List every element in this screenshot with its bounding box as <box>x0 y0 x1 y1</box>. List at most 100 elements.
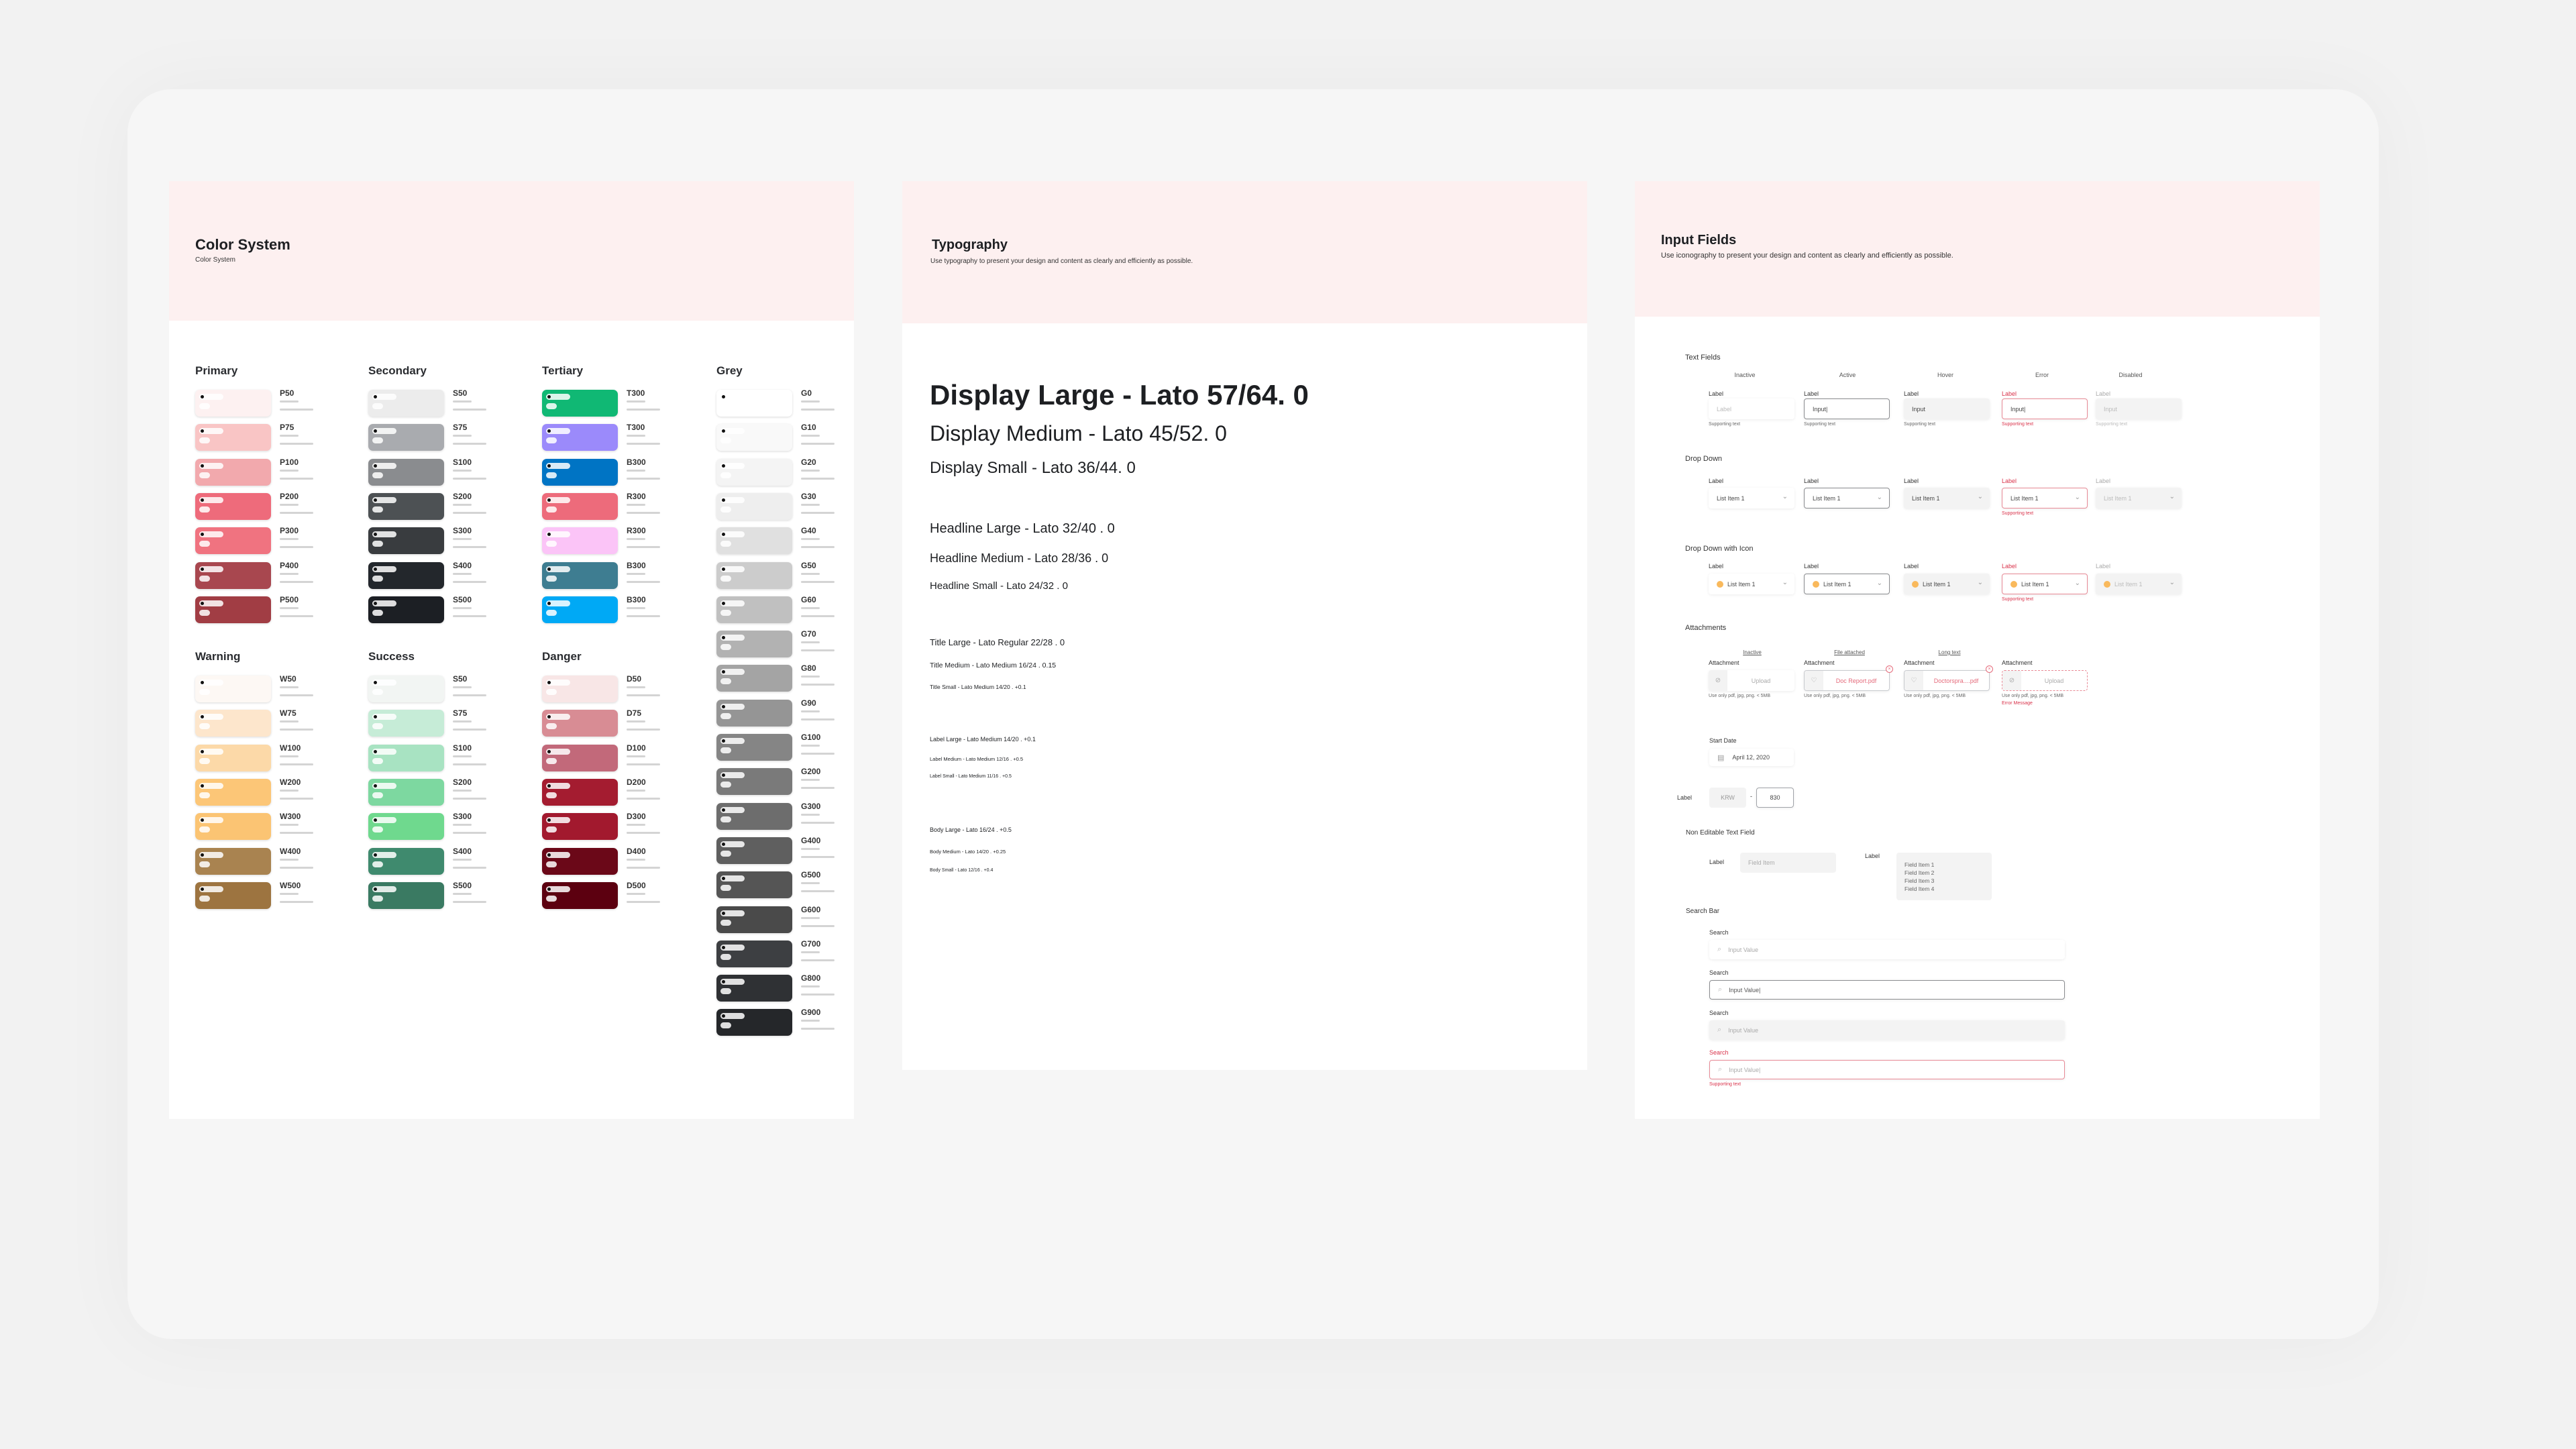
color-group-heading: Warning <box>195 650 241 663</box>
color-swatch[interactable] <box>195 676 271 702</box>
dropdown-select[interactable]: List Item 1 ⌄ <box>1904 574 1990 594</box>
swatch-contrast-chip <box>546 437 557 444</box>
color-swatch[interactable] <box>716 665 792 692</box>
swatch-token-chip <box>199 782 223 789</box>
color-swatch[interactable] <box>716 906 792 933</box>
color-swatch[interactable] <box>195 596 271 623</box>
color-swatch[interactable] <box>542 561 618 589</box>
dropdown-select[interactable]: List Item 1 ⌄ <box>1904 488 1990 508</box>
attachment-upload-field[interactable]: ♡ Doc Report.pdf <box>1804 670 1890 691</box>
color-swatch[interactable] <box>368 744 444 771</box>
color-swatch[interactable] <box>195 458 271 486</box>
color-swatch[interactable] <box>716 458 792 486</box>
color-swatch[interactable] <box>368 527 444 555</box>
dropdown-select[interactable]: List Item 1 ⌄ <box>2002 488 2088 508</box>
color-swatch[interactable] <box>195 813 271 841</box>
swatch-name: G40 <box>801 526 816 536</box>
color-swatch[interactable] <box>368 881 444 909</box>
color-swatch[interactable] <box>542 778 618 806</box>
color-swatch[interactable] <box>716 940 792 967</box>
swatch-rgb-line <box>280 900 313 903</box>
color-swatch[interactable] <box>542 390 618 417</box>
color-swatch[interactable] <box>368 847 444 875</box>
text-input[interactable]: Input <box>1904 398 1990 419</box>
swatch-hex-line <box>801 538 820 541</box>
currency-select[interactable]: KRW <box>1709 788 1746 808</box>
color-swatch[interactable] <box>368 813 444 841</box>
dropdown-select[interactable]: List Item 1 ⌄ <box>1709 488 1794 508</box>
color-swatch[interactable] <box>542 527 618 555</box>
color-swatch[interactable] <box>716 492 792 520</box>
color-swatch[interactable] <box>195 561 271 589</box>
color-swatch[interactable] <box>195 390 271 417</box>
color-swatch[interactable] <box>195 527 271 555</box>
swatch-token-chip <box>199 428 223 435</box>
status-dot-icon <box>1912 580 1919 588</box>
dropdown-select[interactable]: List Item 1 ⌄ <box>2002 574 2088 594</box>
attachment-upload-field[interactable]: ⊘ Upload <box>1709 670 1794 691</box>
dropdown-select[interactable]: List Item 1 ⌄ <box>1804 574 1890 594</box>
color-swatch[interactable] <box>716 424 792 451</box>
color-swatch[interactable] <box>716 596 792 623</box>
color-swatch[interactable] <box>368 458 444 486</box>
color-swatch[interactable] <box>542 492 618 520</box>
color-swatch[interactable] <box>195 492 271 520</box>
text-input[interactable]: Input| <box>2002 398 2088 419</box>
color-swatch[interactable] <box>368 390 444 417</box>
supporting-text: Supporting text <box>2096 422 2128 427</box>
color-swatch[interactable] <box>368 424 444 451</box>
color-swatch[interactable] <box>542 676 618 702</box>
color-swatch[interactable] <box>368 596 444 623</box>
color-swatch[interactable] <box>716 975 792 1002</box>
color-swatch[interactable] <box>542 813 618 841</box>
dropdown-select[interactable]: List Item 1 ⌄ <box>1709 574 1794 594</box>
color-swatch[interactable] <box>542 881 618 909</box>
color-swatch[interactable] <box>716 527 792 555</box>
paperclip-icon: ♡ <box>1904 671 1923 690</box>
color-swatch[interactable] <box>368 778 444 806</box>
swatch-rgb-line <box>801 890 835 893</box>
swatch-token-chip <box>372 496 396 503</box>
color-swatch[interactable] <box>542 847 618 875</box>
swatch-rgb-line <box>453 694 486 696</box>
text-input[interactable]: Label <box>1709 398 1794 419</box>
search-input[interactable]: ⌕ Input Value| <box>1709 980 2065 1000</box>
color-swatch[interactable] <box>195 424 271 451</box>
attachment-upload-field[interactable]: ♡ Doctorspra....pdf <box>1904 670 1990 691</box>
color-swatch[interactable] <box>542 458 618 486</box>
color-swatch[interactable] <box>542 710 618 737</box>
color-swatch[interactable] <box>368 676 444 702</box>
text-input[interactable]: Input| <box>1804 398 1890 419</box>
color-swatch[interactable] <box>716 561 792 589</box>
start-date-picker[interactable]: ▤ April 12, 2020 <box>1709 749 1794 766</box>
color-swatch[interactable] <box>542 596 618 623</box>
color-swatch[interactable] <box>195 778 271 806</box>
color-swatch[interactable] <box>368 561 444 589</box>
amount-input[interactable]: 830 <box>1756 788 1794 808</box>
color-swatch[interactable] <box>716 871 792 899</box>
search-input[interactable]: ⌕ Input Value| <box>1709 1060 2065 1079</box>
color-swatch[interactable] <box>195 847 271 875</box>
color-swatch[interactable] <box>368 710 444 737</box>
color-swatch[interactable] <box>195 710 271 737</box>
attachment-upload-field[interactable]: ⊘ Upload <box>2002 670 2088 691</box>
color-swatch[interactable] <box>716 802 792 830</box>
color-swatch[interactable] <box>716 734 792 761</box>
color-swatch[interactable] <box>195 881 271 909</box>
color-swatch[interactable] <box>716 768 792 796</box>
search-input[interactable]: ⌕ Input Value <box>1709 940 2065 959</box>
remove-file-icon[interactable]: × <box>1986 665 1993 673</box>
color-swatch[interactable] <box>716 390 792 417</box>
dropdown-select[interactable]: List Item 1 ⌄ <box>1804 488 1890 508</box>
search-supporting-text: Supporting text <box>1709 1082 1741 1087</box>
remove-file-icon[interactable]: × <box>1886 665 1893 673</box>
color-swatch[interactable] <box>195 744 271 771</box>
color-swatch[interactable] <box>716 631 792 658</box>
color-swatch[interactable] <box>716 837 792 864</box>
search-input[interactable]: ⌕ Input Value <box>1709 1020 2065 1040</box>
color-swatch[interactable] <box>368 492 444 520</box>
color-swatch[interactable] <box>542 744 618 771</box>
color-swatch[interactable] <box>716 1009 792 1036</box>
color-swatch[interactable] <box>716 699 792 727</box>
color-swatch[interactable] <box>542 424 618 451</box>
